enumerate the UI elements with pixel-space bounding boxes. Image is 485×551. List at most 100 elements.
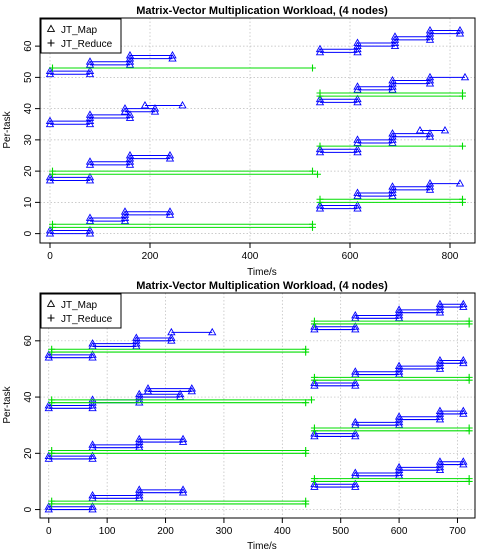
map-start-marker: [135, 389, 144, 398]
reduce-segment: [310, 475, 473, 483]
map-end-marker: [175, 389, 185, 398]
map-start-marker: [125, 50, 135, 59]
y-tick-label: 30: [23, 134, 34, 146]
map-start-marker: [388, 182, 397, 190]
map-start-marker: [135, 485, 144, 493]
map-segment: [44, 451, 97, 459]
reduce-end-marker: [309, 64, 316, 72]
reduce-end-marker: [465, 373, 473, 381]
x-tick-label: 100: [99, 526, 116, 537]
map-start-marker: [310, 479, 319, 488]
x-tick-label: 700: [449, 526, 466, 537]
map-end-marker: [459, 299, 468, 308]
map-segment: [45, 172, 95, 181]
y-tick-label: 0: [23, 506, 34, 512]
x-axis-label: Time/s: [247, 267, 277, 278]
map-start-marker: [353, 135, 362, 143]
map-segment: [44, 502, 97, 510]
reduce-start-marker: [49, 64, 56, 72]
map-segment: [135, 485, 188, 493]
reduce-end-marker: [465, 475, 473, 483]
map-start-marker: [167, 327, 176, 336]
map-end-marker: [425, 129, 435, 137]
legend-box: [40, 18, 122, 54]
legend-label: JT_Map: [61, 25, 98, 36]
x-tick-label: 600: [342, 251, 359, 262]
reduce-segment: [310, 317, 473, 325]
x-tick-label: 400: [274, 526, 291, 537]
map-end-marker: [351, 429, 360, 437]
map-start-marker: [435, 406, 445, 414]
map-end-marker: [88, 350, 97, 358]
map-end-marker: [459, 406, 468, 414]
map-start-marker: [44, 400, 53, 409]
map-end-marker: [208, 327, 217, 336]
map-start-marker: [315, 200, 325, 209]
map-end-marker: [85, 172, 95, 181]
map-start-marker: [315, 144, 325, 153]
reduce-start-marker: [316, 142, 324, 150]
map-start-marker: [415, 125, 425, 134]
map-segment: [310, 429, 360, 437]
y-tick-label: 50: [23, 71, 34, 83]
map-end-marker: [88, 451, 97, 459]
y-tick-label: 60: [23, 40, 34, 52]
map-end-marker: [353, 200, 362, 209]
reduce-start-marker: [310, 317, 318, 325]
legend: JT_Map JT_Reduce: [40, 293, 122, 329]
map-segment: [425, 179, 465, 187]
map-end-marker: [455, 25, 465, 34]
reduce-end-marker: [465, 317, 473, 325]
map-end-marker: [168, 50, 177, 59]
map-segment: [167, 327, 217, 336]
map-segment: [310, 378, 360, 386]
map-end-marker: [460, 72, 470, 81]
plot-area: [45, 25, 470, 237]
map-start-marker: [435, 299, 445, 308]
reduce-start-marker: [316, 195, 324, 203]
map-segment: [425, 25, 465, 34]
map-end-marker: [351, 322, 360, 330]
y-tick-label: 40: [23, 391, 34, 403]
reduce-segment: [310, 373, 473, 381]
reduce-segment: [49, 64, 316, 72]
legend-plus-icon: [47, 39, 55, 47]
map-start-marker: [44, 350, 53, 358]
map-start-marker: [390, 32, 400, 40]
map-segment: [425, 72, 470, 81]
reduce-start-marker: [48, 447, 56, 454]
map-end-marker: [459, 355, 468, 364]
reduce-start-marker: [48, 396, 56, 404]
legend-label: JT_Map: [61, 300, 98, 311]
map-segment: [351, 367, 404, 375]
map-segment: [415, 125, 450, 134]
x-axis-label: Time/s: [247, 541, 277, 551]
map-start-marker: [45, 116, 55, 124]
map-end-marker: [353, 144, 362, 153]
map-segment: [140, 100, 187, 109]
map-segment: [351, 310, 404, 319]
reduce-segment: [48, 396, 316, 404]
x-tick-label: 300: [216, 526, 233, 537]
map-start-marker: [425, 25, 435, 34]
map-segment: [388, 129, 435, 137]
map-start-marker: [85, 157, 95, 165]
chart-title: Matrix-Vector Multiplication Workload, (…: [136, 280, 388, 292]
map-segment: [143, 384, 196, 392]
map-start-marker: [310, 378, 319, 386]
map-start-marker: [353, 188, 362, 196]
chart-panel-bottom: Matrix-Vector Multiplication Workload, (…: [2, 280, 476, 551]
map-segment: [351, 468, 404, 476]
reduce-end-marker: [309, 220, 316, 228]
y-tick-label: 10: [23, 196, 34, 208]
reduce-end-marker: [465, 424, 473, 432]
reduce-start-marker: [310, 424, 318, 432]
reduce-start-marker: [310, 373, 318, 381]
map-segment: [88, 440, 144, 448]
map-start-marker: [315, 44, 325, 53]
legend: JT_Map JT_Reduce: [40, 18, 122, 54]
map-start-marker: [85, 110, 95, 118]
map-start-marker: [435, 355, 445, 364]
map-start-marker: [425, 179, 435, 187]
